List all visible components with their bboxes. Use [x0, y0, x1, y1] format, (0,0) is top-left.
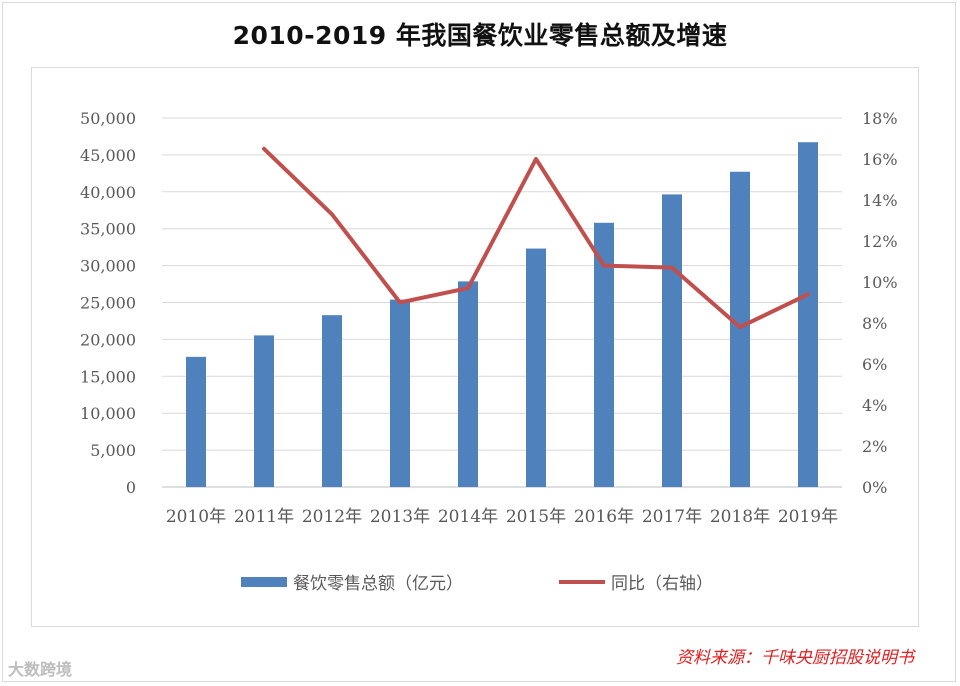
- left-tick-label: 20,000: [80, 330, 136, 349]
- right-axis-ticks: 0% 2% 4% 6% 8% 10% 12% 14% 16% 18%: [862, 109, 898, 497]
- plot-border: [31, 67, 919, 627]
- right-tick-label: 6%: [862, 355, 887, 374]
- x-tick-label: 2017年: [642, 507, 702, 527]
- source-note: 资料来源：千味央厨招股说明书: [676, 648, 914, 668]
- right-tick-label: 10%: [862, 273, 898, 292]
- left-tick-label: 40,000: [80, 183, 136, 202]
- bar: [458, 281, 478, 487]
- x-tick-label: 2016年: [574, 507, 634, 527]
- left-tick-label: 45,000: [80, 146, 136, 165]
- left-tick-label: 10,000: [80, 404, 136, 423]
- right-tick-label: 2%: [862, 437, 887, 456]
- right-tick-label: 0%: [862, 478, 887, 497]
- bar: [186, 356, 206, 487]
- bar: [526, 248, 546, 487]
- right-tick-label: 8%: [862, 314, 887, 333]
- bar: [798, 142, 818, 487]
- right-tick-label: 14%: [862, 191, 898, 210]
- left-tick-label: 0: [126, 478, 136, 497]
- left-tick-label: 5,000: [90, 441, 136, 460]
- left-axis-ticks: 0 5,000 10,000 15,000 20,000 25,000 30,000 35,0…: [80, 109, 136, 497]
- x-tick-label: 2015年: [506, 507, 566, 527]
- right-tick-label: 12%: [862, 232, 898, 251]
- gridlines: [162, 117, 842, 488]
- bar: [594, 222, 614, 487]
- left-tick-label: 25,000: [80, 294, 136, 313]
- x-tick-label: 2019年: [778, 507, 838, 527]
- legend-label: 同比（右轴）: [611, 574, 713, 594]
- right-tick-label: 16%: [862, 150, 898, 169]
- watermark-logo: 大数跨境: [8, 660, 73, 679]
- left-tick-label: 50,000: [80, 109, 136, 128]
- right-tick-label: 18%: [862, 109, 898, 128]
- bar: [390, 299, 410, 487]
- bar: [730, 171, 750, 487]
- x-axis: 2010年 2011年 2012年 2013年 2014年 2015年 2016年 2017年…: [166, 507, 838, 527]
- legend-swatch-bar: [241, 577, 287, 587]
- legend: 餐饮零售总额（亿元） 同比（右轴）: [241, 574, 713, 594]
- right-tick-label: 4%: [862, 396, 887, 415]
- left-tick-label: 15,000: [80, 367, 136, 386]
- x-tick-label: 2011年: [234, 507, 294, 527]
- chart-title: 2010-2019 年我国餐饮业零售总额及增速: [232, 21, 728, 50]
- x-tick-label: 2013年: [370, 507, 430, 527]
- x-tick-label: 2014年: [438, 507, 498, 527]
- bar-series: [186, 142, 818, 487]
- bar: [662, 194, 682, 487]
- x-tick-label: 2018年: [710, 507, 770, 527]
- bar: [254, 335, 274, 487]
- x-tick-label: 2012年: [302, 507, 362, 527]
- growth-line: [262, 146, 810, 330]
- x-tick-label: 2010年: [166, 507, 226, 527]
- line-series: [262, 146, 810, 330]
- left-tick-label: 30,000: [80, 257, 136, 276]
- legend-label: 餐饮零售总额（亿元）: [293, 574, 463, 594]
- left-tick-label: 35,000: [80, 220, 136, 239]
- bar: [322, 315, 342, 487]
